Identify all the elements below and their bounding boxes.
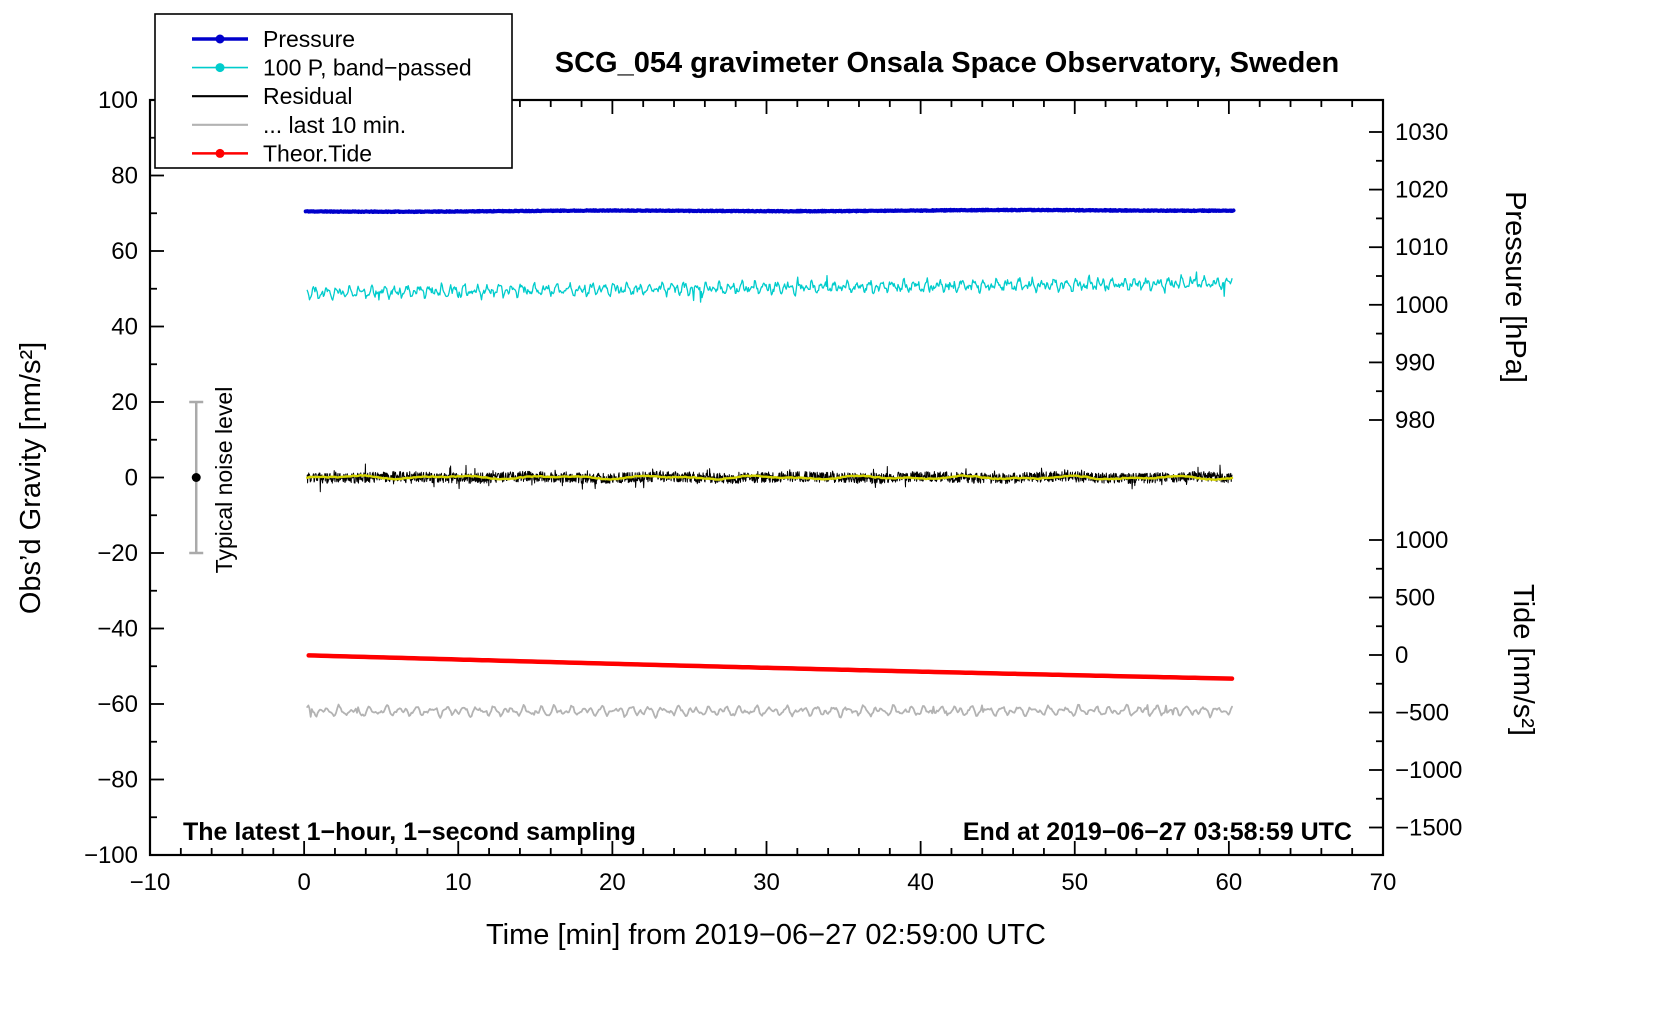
tide-axis-label: Tide [nm/s²] bbox=[1507, 584, 1539, 736]
annotation-end-time: End at 2019−06−27 03:58:59 UTC bbox=[963, 818, 1352, 846]
series-theor-tide bbox=[306, 653, 1235, 681]
legend-item-label: Theor.Tide bbox=[263, 140, 372, 166]
left-tick-label: −20 bbox=[97, 540, 138, 567]
noise-level-label: Typical noise level bbox=[211, 387, 237, 574]
x-tick-label: 40 bbox=[907, 869, 934, 896]
chart-title: SCG_054 gravimeter Onsala Space Observat… bbox=[555, 47, 1339, 79]
noise-bar-layer bbox=[189, 400, 204, 555]
tide-tick-label: 1000 bbox=[1395, 527, 1448, 554]
legend-marker-dot bbox=[215, 34, 225, 44]
annotation-sampling: The latest 1−hour, 1−second sampling bbox=[183, 818, 636, 846]
pressure-tick-label: 1030 bbox=[1395, 119, 1448, 146]
axis-ticks-layer: −10 0 10 20 30 40 50 60 70100806040200−20−40−60−… bbox=[84, 87, 1462, 896]
legend-item-label: Residual bbox=[263, 83, 353, 109]
series--last-10-min- bbox=[306, 703, 1233, 719]
pressure-tick-label: 990 bbox=[1395, 349, 1435, 376]
left-tick-label: 80 bbox=[111, 163, 138, 190]
series-pressure bbox=[303, 207, 1236, 215]
legend-item-label: ... last 10 min. bbox=[263, 112, 406, 138]
x-tick-label: 10 bbox=[445, 869, 472, 896]
pressure-axis-label: Pressure [hPa] bbox=[1499, 191, 1531, 383]
left-tick-label: 100 bbox=[98, 87, 138, 114]
legend-marker-dot bbox=[215, 148, 225, 158]
x-tick-label: 20 bbox=[599, 869, 626, 896]
left-tick-label: −40 bbox=[97, 616, 138, 643]
x-tick-label: 30 bbox=[753, 869, 780, 896]
series-residual-smoothed bbox=[306, 474, 1234, 481]
series-100-p-band-passed bbox=[306, 271, 1233, 303]
pressure-tick-label: 1000 bbox=[1395, 292, 1448, 319]
left-tick-label: 20 bbox=[111, 389, 138, 416]
pressure-tick-label: 1020 bbox=[1395, 177, 1448, 204]
tide-tick-label: −1500 bbox=[1395, 815, 1462, 842]
x-tick-label: 0 bbox=[297, 869, 310, 896]
x-tick-label: 50 bbox=[1061, 869, 1088, 896]
legend-marker-dot bbox=[215, 63, 225, 73]
left-y-axis-label: Obs’d Gravity [nm/s²] bbox=[15, 342, 47, 614]
pressure-tick-label: 1010 bbox=[1395, 234, 1448, 261]
x-tick-label: −10 bbox=[130, 869, 171, 896]
left-tick-label: 0 bbox=[125, 465, 138, 492]
tide-tick-label: 500 bbox=[1395, 585, 1435, 612]
legend-item-label: 100 P, band−passed bbox=[263, 55, 472, 81]
left-tick-label: −80 bbox=[97, 767, 138, 794]
legend-item-label: Pressure bbox=[263, 26, 355, 52]
pressure-tick-label: 980 bbox=[1395, 407, 1435, 434]
data-series-layer bbox=[303, 207, 1236, 719]
left-tick-label: 60 bbox=[111, 238, 138, 265]
noise-bar-center-dot bbox=[191, 473, 201, 482]
tide-tick-label: −1000 bbox=[1395, 757, 1462, 784]
left-tick-label: −100 bbox=[84, 842, 138, 869]
x-tick-label: 60 bbox=[1216, 869, 1243, 896]
x-axis-label: Time [min] from 2019−06−27 02:59:00 UTC bbox=[486, 919, 1046, 951]
tide-tick-label: −500 bbox=[1395, 700, 1449, 727]
left-tick-label: −60 bbox=[97, 691, 138, 718]
x-tick-label: 70 bbox=[1370, 869, 1397, 896]
tide-tick-label: 0 bbox=[1395, 642, 1408, 669]
left-tick-label: 40 bbox=[111, 314, 138, 341]
